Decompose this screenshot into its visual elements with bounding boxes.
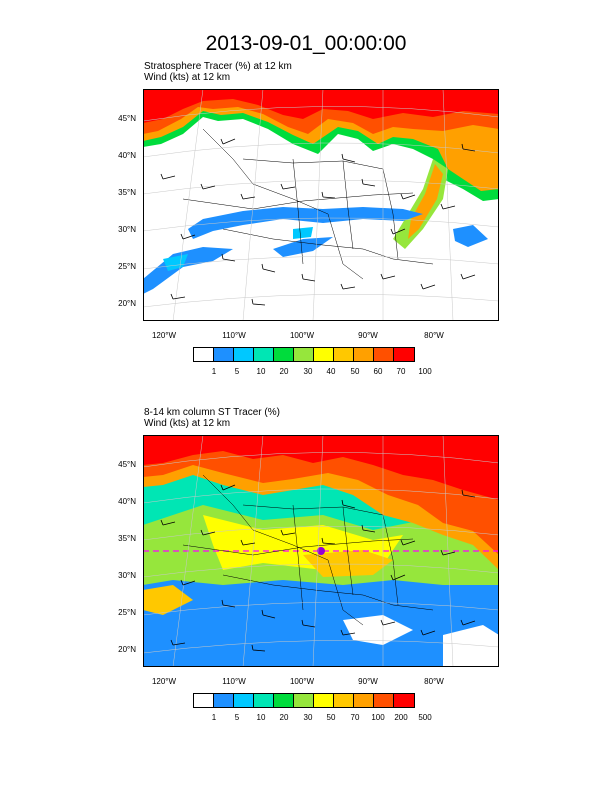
- panel2-colorbar-label: 10: [256, 713, 266, 722]
- panel1-lat-label-20: 20°N: [118, 299, 136, 308]
- panel1-colorbar-label: 60: [373, 367, 383, 376]
- colorbar-swatch: [234, 694, 254, 707]
- panel1-lat-label-25: 25°N: [118, 262, 136, 271]
- panel2-colorbar-label: 200: [394, 713, 408, 722]
- panel1-colorbar-label: 70: [396, 367, 406, 376]
- panel2-lat-label-30: 30°N: [118, 571, 136, 580]
- panel1-map: [143, 89, 499, 321]
- colorbar-swatch: [354, 694, 374, 707]
- colorbar-swatch: [374, 694, 394, 707]
- panel1-lon-label-100: 100°W: [289, 331, 315, 340]
- panel2-colorbar-label: 30: [303, 713, 313, 722]
- colorbar-swatch: [294, 348, 314, 361]
- colorbar-swatch: [214, 348, 234, 361]
- colorbar-swatch: [334, 694, 354, 707]
- panel2-lat-label-35: 35°N: [118, 534, 136, 543]
- colorbar-swatch: [334, 348, 354, 361]
- panel2-colorbar-label: 100: [371, 713, 385, 722]
- panel1-title: Stratosphere Tracer (%) at 12 km: [144, 61, 292, 72]
- panel1-colorbar: [193, 347, 415, 362]
- panel1-lat-label-30: 30°N: [118, 225, 136, 234]
- panel1-colorbar-label: 1: [211, 367, 217, 376]
- panel2-colorbar-label: 500: [418, 713, 432, 722]
- panel1-colorbar-label: 20: [279, 367, 289, 376]
- panel2-lat-label-40: 40°N: [118, 497, 136, 506]
- panel1-colorbar-label: 30: [303, 367, 313, 376]
- colorbar-swatch: [234, 348, 254, 361]
- colorbar-swatch: [214, 694, 234, 707]
- panel2-colorbar-label: 20: [279, 713, 289, 722]
- panel1-colorbar-label: 5: [234, 367, 240, 376]
- panel2-lon-label-100: 100°W: [289, 677, 315, 686]
- panel2-title: 8-14 km column ST Tracer (%): [144, 407, 280, 418]
- colorbar-swatch: [254, 348, 274, 361]
- colorbar-swatch: [354, 348, 374, 361]
- panel2-colorbar-label: 70: [350, 713, 360, 722]
- colorbar-swatch: [314, 694, 334, 707]
- panel1-colorbar-label: 10: [256, 367, 266, 376]
- panel2-lon-label-90: 90°W: [358, 677, 378, 686]
- panel2-wind-label: Wind (kts) at 12 km: [144, 418, 231, 429]
- panel2-lon-label-110: 110°W: [222, 677, 246, 686]
- colorbar-swatch: [194, 348, 214, 361]
- colorbar-swatch: [374, 348, 394, 361]
- panel2-colorbar-label: 50: [326, 713, 336, 722]
- colorbar-swatch: [274, 348, 294, 361]
- panel1-lon-label-110: 110°W: [222, 331, 246, 340]
- panel2-lon-label-120: 120°W: [151, 677, 177, 686]
- colorbar-swatch: [394, 694, 414, 707]
- colorbar-swatch: [294, 694, 314, 707]
- panel1-lon-label-120: 120°W: [151, 331, 177, 340]
- panel2-colorbar: [193, 693, 415, 708]
- panel1-lon-label-80: 80°W: [424, 331, 444, 340]
- colorbar-swatch: [394, 348, 414, 361]
- colorbar-swatch: [194, 694, 214, 707]
- panel2-lat-label-45: 45°N: [118, 460, 136, 469]
- panel1-wind-label: Wind (kts) at 12 km: [144, 72, 231, 83]
- colorbar-swatch: [274, 694, 294, 707]
- colorbar-swatch: [314, 348, 334, 361]
- panel1-lat-label-45: 45°N: [118, 114, 136, 123]
- panel2-colorbar-label: 1: [211, 713, 217, 722]
- panel1-lat-label-40: 40°N: [118, 151, 136, 160]
- panel1-colorbar-label: 40: [326, 367, 336, 376]
- panel2-map: [143, 435, 499, 667]
- panel2-colorbar-label: 5: [234, 713, 240, 722]
- panel1-colorbar-label: 100: [418, 367, 432, 376]
- panel1-lon-label-90: 90°W: [358, 331, 378, 340]
- panel2-lat-label-25: 25°N: [118, 608, 136, 617]
- panel1-colorbar-label: 50: [350, 367, 360, 376]
- page-title: 2013-09-01_00:00:00: [205, 32, 407, 55]
- colorbar-swatch: [254, 694, 274, 707]
- panel2-lat-label-20: 20°N: [118, 645, 136, 654]
- panel2-lon-label-80: 80°W: [424, 677, 444, 686]
- panel1-lat-label-35: 35°N: [118, 188, 136, 197]
